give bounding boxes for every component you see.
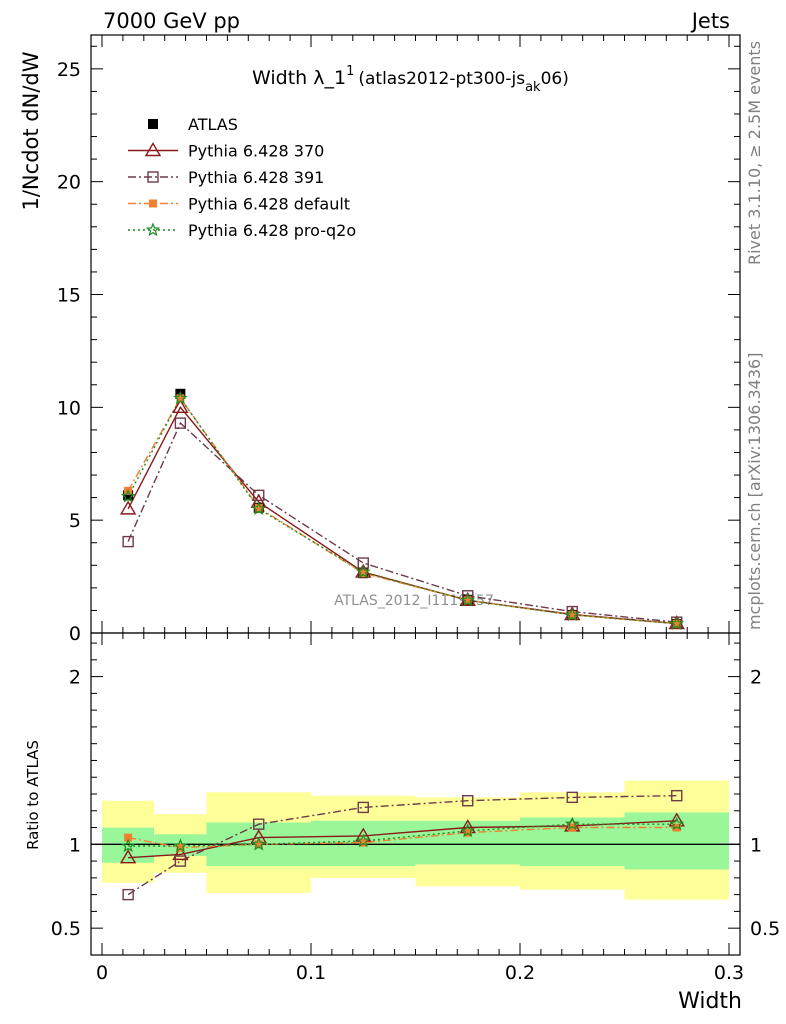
mcplots-text: mcplots.cern.ch [arXiv:1306.3436] — [745, 353, 764, 630]
ratio-point-pythia-6-428-default — [176, 843, 185, 852]
x-axis-label: Width — [678, 989, 742, 1014]
main-point-pythia-6-428-391 — [122, 535, 134, 548]
ratio-point-pythia-6-428-391 — [357, 801, 369, 814]
main-point-pythia-6-428-default — [176, 394, 185, 403]
plot-title-main: Width λ_1 — [252, 67, 346, 89]
plot-title: Width λ_11 (atlas2012-pt300-jsak06) — [252, 64, 569, 95]
legend-marker-atlas — [148, 119, 158, 129]
main-point-pythia-6-428-default — [568, 610, 577, 619]
legend-label-pythia-6-428-370: Pythia 6.428 370 — [188, 142, 324, 161]
main-point-pythia-6-428-default — [254, 503, 263, 512]
legend-label-pythia-6-428-pro-q2o: Pythia 6.428 pro-q2o — [188, 221, 356, 240]
ratio-xtick-label: 0.3 — [714, 962, 744, 984]
ratio-point-pythia-6-428-default — [568, 823, 577, 832]
main-point-pythia-6-428-pro-q2o — [120, 488, 136, 503]
main-point-pythia-6-428-pro-q2o — [460, 592, 476, 607]
main-series-line-pythia-6-428-default — [127, 397, 677, 625]
legend-label-pythia-6-428-391: Pythia 6.428 391 — [188, 168, 324, 187]
plot-title-sub-open: (atlas2012-pt300-js — [358, 69, 525, 89]
legend-marker-pythia-6-428-pro-q2o — [145, 222, 161, 237]
main-point-pythia-6-428-default — [672, 619, 681, 628]
main-point-pythia-6-428-default — [463, 596, 472, 605]
ratio-ytick-label: 2 — [69, 667, 81, 689]
header-process: 7000 GeV pp — [103, 9, 240, 33]
header-jets: Jets — [690, 9, 730, 33]
main-y-axis-label: 1/Ncdot dN/dW — [19, 51, 43, 210]
ratio-point-pythia-6-428-391 — [174, 855, 187, 867]
ratio-point-pythia-6-428-default — [672, 823, 681, 832]
legend-marker-pythia-6-428-370 — [144, 142, 162, 157]
main-series-line-pythia-6-428-391 — [127, 421, 677, 623]
main-point-atlas — [123, 490, 134, 501]
main-point-pythia-6-428-pro-q2o — [564, 607, 580, 622]
ratio-xtick-label: 0.1 — [296, 962, 326, 984]
ratio-point-pythia-6-428-pro-q2o — [120, 838, 136, 853]
ratio-ytick-label-right: 1 — [750, 834, 762, 856]
ratio-panel: 0.5 0.5 1 1 2 2 0 0.1 0.2 0.3 — [51, 632, 780, 984]
legend-marker-pythia-6-428-391 — [147, 171, 159, 183]
ratio-point-pythia-6-428-391 — [253, 818, 265, 830]
ratio-point-pythia-6-428-391 — [671, 789, 683, 802]
main-point-pythia-6-428-370 — [119, 500, 137, 515]
main-point-pythia-6-428-pro-q2o — [173, 390, 188, 405]
ratio-ytick-label: 1 — [69, 834, 81, 856]
main-point-pythia-6-428-391 — [174, 417, 187, 429]
main-point-pythia-6-428-370 — [172, 398, 189, 414]
main-point-pythia-6-428-pro-q2o — [251, 501, 267, 516]
ratio-point-pythia-6-428-pro-q2o — [460, 823, 476, 838]
main-panel: 0 5 10 15 20 25 — [57, 34, 741, 645]
ratio-point-pythia-6-428-391 — [462, 795, 474, 807]
main-series-line-pythia-6-428-370 — [127, 406, 677, 625]
legend: ATLAS Pythia 6.428 370 Pythia 6.428 391 Pyt… — [128, 115, 356, 240]
ratio-ytick-label: 0.5 — [51, 918, 81, 940]
ratio-point-pythia-6-428-default — [463, 828, 472, 837]
ratio-point-pythia-6-428-391 — [566, 791, 578, 804]
ratio-point-pythia-6-428-pro-q2o — [251, 836, 267, 851]
main-ytick-label: 0 — [69, 623, 81, 645]
ratio-point-pythia-6-428-default — [124, 833, 133, 842]
ratio-point-pythia-6-428-pro-q2o — [355, 833, 371, 848]
ratio-ytick-label-right: 2 — [750, 667, 762, 689]
plot-title-sub-close: 06) — [541, 69, 569, 89]
main-ytick-label: 5 — [69, 510, 81, 532]
main-ytick-label: 10 — [57, 397, 81, 419]
plot-title-sub-sub: ak — [525, 80, 541, 95]
main-point-pythia-6-428-391 — [357, 557, 369, 569]
ratio-xtick-label: 0.2 — [505, 962, 535, 984]
main-ytick-label: 20 — [57, 172, 81, 194]
main-point-pythia-6-428-default — [359, 569, 368, 578]
ratio-point-pythia-6-428-370 — [119, 849, 137, 864]
main-ytick-label: 15 — [57, 285, 81, 307]
plot-title-sup: 1 — [346, 64, 354, 79]
ratio-point-pythia-6-428-pro-q2o — [669, 816, 685, 831]
ratio-point-pythia-6-428-default — [359, 838, 368, 847]
ratio-point-pythia-6-428-370 — [172, 845, 189, 861]
legend-label-atlas: ATLAS — [188, 115, 238, 134]
main-series-line-pythia-6-428-pro-q2o — [127, 396, 677, 625]
ratio-xtick-label: 0 — [96, 962, 108, 984]
ratio-point-pythia-6-428-pro-q2o — [564, 816, 580, 831]
legend-label-pythia-6-428-default: Pythia 6.428 default — [188, 195, 350, 214]
ratio-ytick-label-right: 0.5 — [750, 918, 780, 940]
legend-marker-pythia-6-428-default — [149, 199, 157, 208]
main-point-pythia-6-428-pro-q2o — [355, 564, 371, 579]
ratio-point-pythia-6-428-default — [254, 840, 263, 849]
ratio-point-pythia-6-428-pro-q2o — [173, 838, 188, 853]
main-point-pythia-6-428-pro-q2o — [669, 616, 685, 630]
main-point-pythia-6-428-391 — [253, 489, 265, 502]
rivet-version-text: Rivet 3.1.10, ≥ 2.5M events — [745, 41, 764, 265]
main-ytick-label: 25 — [57, 59, 81, 81]
ratio-y-axis-label: Ratio to ATLAS — [24, 740, 42, 850]
ratio-point-pythia-6-428-391 — [122, 888, 134, 901]
